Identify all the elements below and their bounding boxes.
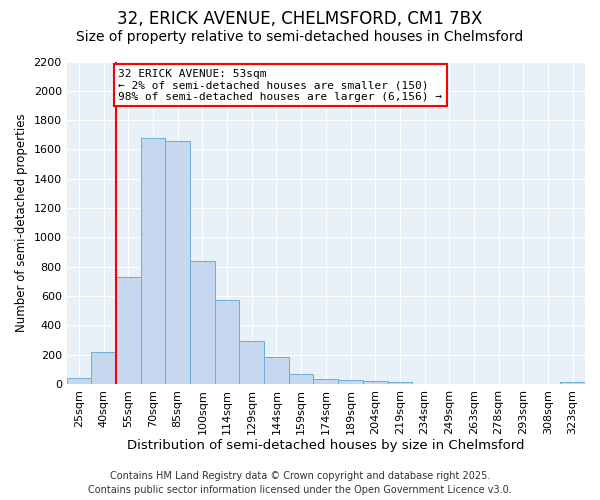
Bar bbox=[190, 261, 215, 384]
Y-axis label: Number of semi-detached properties: Number of semi-detached properties bbox=[15, 114, 28, 332]
Bar bbox=[289, 374, 313, 384]
Bar bbox=[166, 140, 190, 384]
Bar bbox=[141, 138, 166, 384]
Text: 32, ERICK AVENUE, CHELMSFORD, CM1 7BX: 32, ERICK AVENUE, CHELMSFORD, CM1 7BX bbox=[118, 10, 482, 28]
Bar bbox=[67, 378, 91, 384]
Bar bbox=[215, 300, 239, 384]
X-axis label: Distribution of semi-detached houses by size in Chelmsford: Distribution of semi-detached houses by … bbox=[127, 440, 524, 452]
Bar bbox=[388, 382, 412, 384]
Bar bbox=[239, 340, 264, 384]
Bar bbox=[338, 380, 363, 384]
Bar bbox=[560, 382, 585, 384]
Text: Size of property relative to semi-detached houses in Chelmsford: Size of property relative to semi-detach… bbox=[76, 30, 524, 44]
Bar bbox=[91, 352, 116, 384]
Text: 32 ERICK AVENUE: 53sqm
← 2% of semi-detached houses are smaller (150)
98% of sem: 32 ERICK AVENUE: 53sqm ← 2% of semi-deta… bbox=[119, 69, 443, 102]
Bar bbox=[313, 379, 338, 384]
Bar bbox=[116, 277, 141, 384]
Text: Contains HM Land Registry data © Crown copyright and database right 2025.
Contai: Contains HM Land Registry data © Crown c… bbox=[88, 471, 512, 495]
Bar bbox=[363, 381, 388, 384]
Bar bbox=[264, 357, 289, 384]
